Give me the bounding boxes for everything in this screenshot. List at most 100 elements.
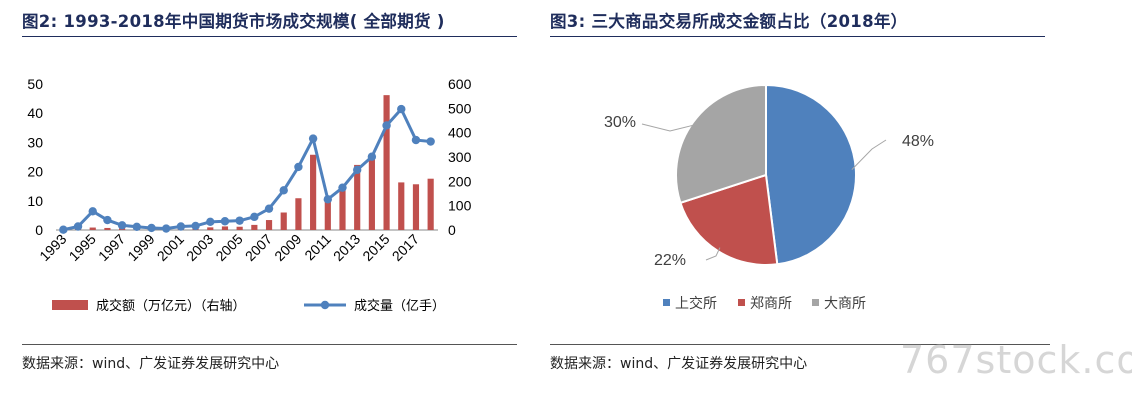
right-axis-tick-label: 0	[448, 222, 456, 238]
legend-bar-swatch	[52, 300, 88, 310]
volume-point	[73, 222, 83, 231]
left-axis-tick-label: 10	[27, 193, 43, 209]
amount-bar	[427, 178, 434, 230]
volume-point	[382, 121, 391, 130]
volume-point	[250, 212, 259, 222]
pie-slice	[679, 173, 779, 266]
right-figure-panel: 图3: 三大商品交易所成交金额占比（2018年） 48% 22% 30% 上交所 郑商所…	[550, 0, 1050, 410]
volume-point	[279, 186, 288, 195]
volume-point	[411, 135, 421, 145]
left-axis-tick-label: 30	[27, 134, 43, 150]
legend-swatch	[663, 299, 670, 306]
legend-label: 郑商所	[750, 296, 792, 312]
volume-point	[426, 137, 435, 146]
volume-point	[235, 216, 244, 225]
volume-point	[206, 217, 215, 227]
site-watermark: 767stock.com	[900, 338, 1132, 382]
left-figure-panel: 图2: 1993-2018年中国期货市场成交规模( 全部期货 ) 0 10 20 30…	[22, 0, 517, 410]
right-figure-title: 图3: 三大商品交易所成交金额占比（2018年）	[550, 12, 908, 31]
right-axis-tick-label: 200	[448, 173, 472, 189]
volume-point	[176, 222, 186, 231]
amount-bar	[324, 196, 331, 230]
x-axis-tick-label: 2007	[242, 231, 275, 264]
amount-bar	[339, 188, 346, 230]
legend-label: 大商所	[824, 296, 866, 312]
left-figure-title: 图2: 1993-2018年中国期货市场成交规模( 全部期货 )	[22, 12, 445, 31]
right-axis-tick-label: 500	[448, 100, 472, 116]
amount-bar	[236, 226, 243, 230]
left-axis-tick-label: 20	[27, 164, 43, 180]
amount-bar	[368, 158, 375, 230]
left-axis-tick-label: 50	[27, 76, 43, 92]
amount-bar	[412, 184, 420, 230]
x-axis-tick-label: 2015	[359, 231, 392, 264]
volume-point	[338, 183, 347, 192]
amount-bar	[207, 227, 214, 230]
x-axis-tick-label: 1999	[124, 231, 157, 264]
volume-point	[323, 195, 333, 204]
left-title-rule	[22, 36, 517, 37]
volume-point	[220, 217, 230, 226]
pie-leader-line	[705, 247, 721, 261]
amount-bar	[221, 226, 229, 230]
volume-point	[59, 225, 68, 234]
pie-slice	[675, 83, 767, 205]
amount-bar	[295, 198, 302, 230]
pie-leader-line	[851, 139, 887, 170]
right-title-rule	[550, 36, 1045, 37]
x-axis-tick-label: 2003	[183, 231, 216, 264]
volume-point	[352, 165, 362, 175]
x-axis-tick-label: 2011	[301, 231, 334, 264]
volume-amount-combo-chart: 0102030405001002003004005006001993199519…	[27, 76, 472, 314]
amount-bar	[104, 227, 111, 230]
legend-line-marker	[320, 300, 330, 310]
pie-data-label: 30%	[604, 114, 636, 131]
amount-bar	[383, 95, 390, 230]
x-axis-tick-label: 1995	[66, 231, 99, 264]
right-source-rule	[550, 344, 1050, 345]
x-axis-tick-label: 2005	[212, 231, 245, 264]
volume-line	[63, 107, 431, 232]
amount-bar	[265, 220, 273, 230]
legend-swatch	[738, 299, 745, 306]
pie-slice	[765, 83, 857, 266]
volume-point	[397, 104, 406, 114]
right-axis-tick-label: 400	[448, 125, 472, 141]
left-axis-tick-label: 0	[35, 222, 43, 238]
x-axis-tick-label: 2009	[271, 231, 304, 264]
amount-bar	[354, 164, 361, 230]
legend-label: 上交所	[675, 295, 717, 312]
volume-point	[132, 222, 142, 231]
volume-point	[161, 224, 171, 233]
volume-point	[117, 221, 127, 230]
amount-bar	[398, 182, 405, 230]
left-source-note: 数据来源：wind、广发证券发展研究中心	[22, 356, 280, 372]
volume-point	[103, 215, 112, 225]
legend-swatch	[812, 299, 819, 306]
amount-bar	[280, 212, 287, 230]
left-source-rule	[22, 344, 517, 345]
amount-bar	[251, 224, 258, 230]
right-axis-tick-label: 600	[448, 76, 472, 92]
right-axis-tick-label: 100	[448, 198, 472, 214]
x-axis-tick-label: 2017	[389, 231, 422, 264]
volume-point	[308, 134, 318, 143]
legend-line-label: 成交量（亿手）	[354, 298, 445, 314]
x-axis-tick-label: 2013	[330, 231, 363, 264]
volume-point	[88, 207, 97, 216]
legend-bar-label: 成交额（万亿元）（右轴）	[96, 298, 246, 314]
volume-point	[191, 221, 200, 231]
volume-point	[367, 152, 377, 161]
right-axis-tick-label: 300	[448, 149, 472, 165]
right-source-note: 数据来源：wind、广发证券发展研究中心	[550, 356, 808, 372]
volume-point	[294, 162, 303, 172]
pie-data-label: 22%	[654, 252, 686, 269]
exchange-share-pie-chart: 48% 22% 30% 上交所 郑商所 大商所	[604, 83, 934, 312]
amount-bar	[89, 227, 96, 230]
pie-leader-line	[641, 123, 697, 132]
amount-bar	[310, 154, 317, 230]
volume-point	[264, 204, 274, 213]
x-axis-tick-label: 2001	[154, 231, 187, 264]
pie-data-label: 48%	[902, 133, 934, 150]
x-axis-tick-label: 1997	[95, 231, 128, 264]
